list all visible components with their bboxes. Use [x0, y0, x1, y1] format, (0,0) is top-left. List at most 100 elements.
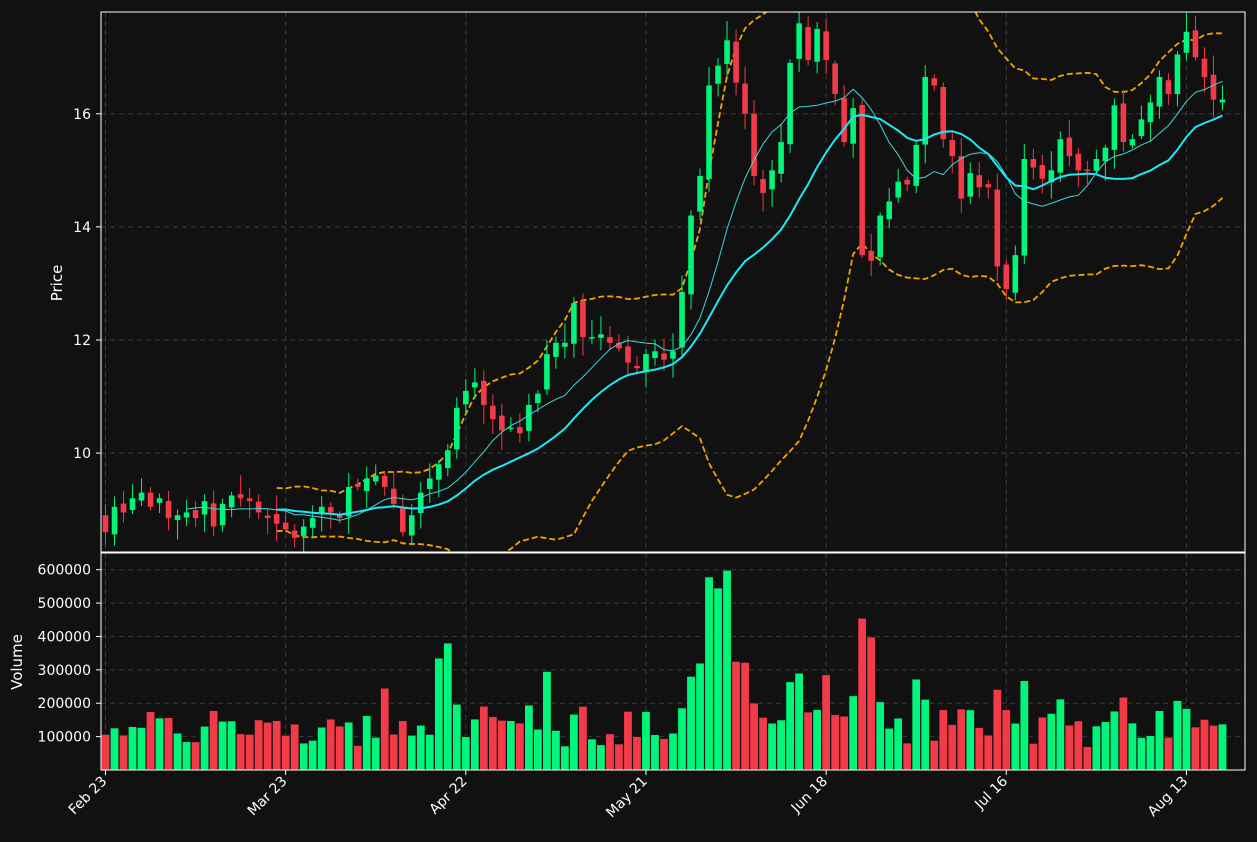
volume-bar: [1209, 725, 1218, 771]
volume-bar: [614, 743, 624, 771]
candle-body: [922, 77, 929, 145]
volume-bar: [695, 662, 705, 771]
volume-bar: [560, 745, 570, 771]
lower-band-line: [276, 197, 1224, 552]
candle-body: [517, 427, 523, 434]
candle-body: [1210, 74, 1217, 100]
candle-body: [1192, 30, 1199, 58]
volume-bar: [452, 704, 462, 771]
candle-body: [120, 503, 127, 513]
candle-body: [417, 492, 424, 514]
candle-body: [940, 86, 947, 140]
candle-body: [1102, 147, 1109, 162]
candle-body: [426, 478, 433, 489]
candle-body: [1012, 255, 1019, 293]
volume-bar: [578, 706, 588, 771]
candle-body: [544, 354, 550, 390]
candle-body: [634, 365, 640, 369]
candle-body: [850, 108, 856, 144]
candle-body: [327, 507, 334, 513]
candle-body: [994, 189, 1001, 267]
volume-bar: [605, 733, 615, 771]
volume-bar: [182, 741, 191, 771]
volume-bar: [776, 719, 786, 771]
volume-bar: [740, 662, 750, 771]
candle-body: [1183, 31, 1190, 53]
candle-body: [291, 530, 298, 538]
volume-bar: [848, 695, 858, 771]
price-axis-label: Price: [48, 265, 66, 302]
candle-body: [436, 464, 442, 480]
candle-body: [697, 175, 703, 212]
volume-bar: [758, 717, 768, 771]
volume-bar: [1155, 710, 1164, 771]
volume-bar: [254, 719, 264, 771]
volume-bar: [803, 711, 813, 771]
candle-body: [679, 291, 685, 348]
candle-body: [1120, 103, 1127, 143]
volume-bar: [155, 717, 164, 771]
volume-bar: [650, 734, 660, 771]
volume-panel-frame: [100, 552, 1246, 771]
candle-body: [670, 351, 676, 359]
volume-bar: [1119, 697, 1128, 771]
volume-bar: [551, 730, 561, 771]
volume-bar: [965, 709, 975, 771]
volume-bar: [704, 576, 714, 771]
volume-bar: [839, 715, 849, 771]
volume-bar: [218, 721, 227, 771]
volume-bar: [236, 733, 246, 771]
volume-bar: [641, 711, 651, 771]
candle-body: [183, 512, 190, 518]
candle-body: [877, 215, 883, 258]
candle-body: [1174, 54, 1181, 95]
volume-bar: [470, 718, 480, 771]
volume-bar: [407, 735, 417, 771]
candle-body: [508, 427, 514, 430]
candle-body: [760, 179, 766, 193]
candle-body: [1066, 137, 1073, 157]
volume-bar: [461, 736, 471, 771]
candle-body: [1003, 264, 1010, 290]
volume-bar: [767, 722, 777, 771]
price-tick-label: 14: [73, 220, 91, 236]
volume-bar: [506, 720, 516, 771]
candle-body: [472, 382, 478, 388]
candle-body: [751, 113, 757, 176]
volume-bar: [1191, 726, 1200, 771]
volume-bar: [335, 725, 345, 771]
volume-bar: [1046, 713, 1056, 771]
candle-body: [454, 407, 460, 450]
candle-body: [1030, 159, 1037, 168]
candle-body: [895, 181, 901, 198]
volume-bar: [1128, 722, 1137, 771]
volume-bar: [524, 704, 534, 771]
volume-axis-label: Volume: [8, 634, 26, 690]
candle-body: [490, 405, 496, 420]
volume-bar: [731, 661, 741, 771]
candle-body: [958, 156, 965, 199]
candle-body: [967, 173, 974, 197]
candle-body: [156, 498, 163, 503]
volume-bar: [983, 734, 993, 771]
volume-bar: [479, 706, 489, 771]
candle-body: [652, 351, 658, 359]
candle-body: [1201, 58, 1208, 78]
candle-body: [336, 514, 343, 519]
volume-bar: [263, 722, 273, 771]
volume-bar: [164, 717, 173, 771]
volume-bar: [1064, 725, 1074, 771]
volume-bar: [920, 699, 930, 771]
upper-band-line: [276, 12, 1223, 494]
volume-bar: [947, 724, 957, 771]
candle-body: [742, 83, 748, 114]
candle-body: [976, 175, 983, 188]
volume-bar: [632, 736, 642, 771]
price-series-group: [102, 12, 1226, 552]
candle-body: [724, 40, 730, 64]
volume-bar: [794, 672, 804, 771]
volume-bar: [191, 741, 200, 771]
candle-body: [1075, 153, 1082, 171]
candle-body: [102, 515, 109, 533]
x-tick-label: Mar 23: [245, 774, 291, 820]
